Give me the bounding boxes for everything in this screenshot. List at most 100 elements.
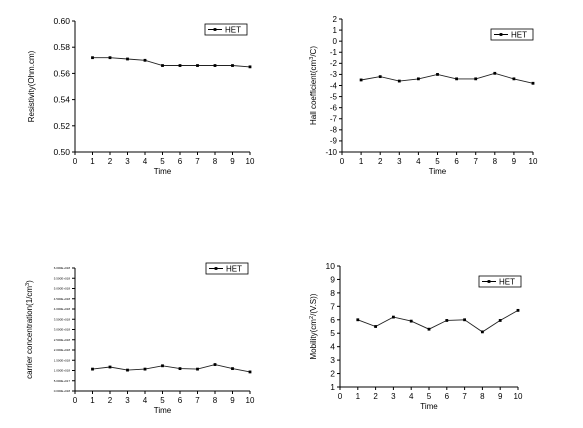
y-tick-label: 1.500E+018 [54,358,71,362]
x-tick-label: 3 [125,396,130,405]
data-point [248,370,252,374]
data-point [409,319,413,323]
data-point [108,365,112,369]
data-point [143,58,147,62]
series-line-het [92,57,251,68]
data-point [498,319,502,322]
y-axis-title: Resistivity(Ohm.cm) [27,50,36,122]
y-tick-label: -8 [330,126,338,135]
legend: HET [490,28,534,41]
y-tick-label: 8 [330,288,335,298]
x-axis-title: Time [154,406,172,415]
x-tick-label: 2 [373,392,378,401]
data-point [91,367,94,371]
y-tick-label: 0.58 [53,42,70,52]
data-point [231,367,234,371]
data-point [161,64,164,67]
legend-marker [214,267,218,270]
legend-label: HET [499,278,515,287]
x-tick-label: 10 [529,157,538,166]
y-tick-label: 9 [330,274,335,284]
y-tick-label: 0 [333,37,338,46]
chart-3: 0 1 2 3 4 5 6 7 8 9 10 0.000E+018 5.000E+017 1.000E+0… [25,262,255,415]
y-tick-label: -9 [330,137,338,146]
data-point [248,65,252,69]
legend-marker [213,28,217,31]
data-point [445,319,449,322]
y-tick-label: 4.000E+018 [54,307,71,311]
x-tick-label: 5 [427,392,432,401]
data-point [397,79,401,83]
x-tick-label: 4 [409,392,414,401]
x-tick-label: 6 [178,157,183,166]
y-axis-title: Mobility(cm2/(V.S)) [309,293,318,359]
chart-2: 0 1 2 3 4 5 6 7 8 9 10-10-9-8-7-6-5-4-3-2-1012Time… [309,15,538,176]
data-point [178,64,182,67]
y-tick-label: 0.56 [53,68,70,78]
legend: HET [478,275,522,288]
legend-box [490,28,534,41]
data-point [126,368,129,372]
y-tick-label: 0.60 [53,16,70,26]
y-axis-title: Hall coefficient(cm3/C) [309,46,318,125]
data-point [196,367,199,371]
data-point [231,64,234,67]
data-point [161,364,164,368]
legend-label: HET [226,265,242,274]
data-point [108,56,112,60]
y-tick-label: -5 [330,92,338,101]
y-tick-label: 7 [330,301,335,311]
data-point [126,57,129,61]
x-tick-label: 9 [512,157,517,166]
data-point [359,78,363,82]
x-tick-label: 1 [359,157,364,166]
data-point [463,318,466,322]
data-point [531,81,535,85]
y-tick-label: 2 [333,15,338,24]
legend-label: HET [511,31,527,40]
y-tick-label: 0.000E+018 [54,389,71,393]
x-tick-label: 7 [195,157,200,166]
y-axis-title: carrier concentration(1/cm3) [25,280,34,379]
x-tick-label: 2 [108,396,113,405]
data-point [512,77,516,81]
y-tick-label: -3 [330,70,338,79]
y-tick-label: 1 [330,382,335,392]
legend-marker [487,280,491,283]
data-point [91,56,94,60]
data-point [493,71,497,75]
y-tick-label: 0.52 [53,121,70,131]
x-tick-label: 3 [397,157,402,166]
y-tick-label: 3 [330,355,335,365]
x-tick-label: 9 [230,157,235,166]
x-tick-label: 3 [391,392,396,401]
legend-marker [499,33,503,36]
y-tick-label: -2 [330,59,338,68]
y-tick-label: 3.000E+018 [54,328,71,332]
y-tick-label: 1.000E+018 [54,369,71,373]
x-tick-label: 7 [195,396,200,405]
x-tick-label: 4 [416,157,421,166]
x-tick-label: 7 [462,392,467,401]
x-tick-label: 6 [454,157,459,166]
y-tick-label: 5.000E+018 [54,287,71,291]
series-line-het [357,310,519,333]
y-tick-label: -7 [330,115,338,124]
legend-box [204,23,248,36]
y-tick-label: -6 [330,103,338,112]
x-tick-label: 9 [498,392,503,401]
data-point [455,77,458,81]
x-tick-label: 0 [73,157,78,166]
data-point [427,327,431,331]
series-line-het [92,364,251,373]
x-axis-title: Time [420,402,438,411]
x-tick-label: 0 [338,392,343,401]
data-point [178,367,182,371]
y-tick-label: 4.500E+018 [54,297,71,301]
legend-box [478,275,522,288]
x-tick-label: 8 [213,157,218,166]
x-tick-label: 8 [213,396,218,405]
y-tick-label: 2.000E+018 [54,348,71,352]
data-point [356,318,360,322]
y-tick-label: 6 [330,315,335,325]
